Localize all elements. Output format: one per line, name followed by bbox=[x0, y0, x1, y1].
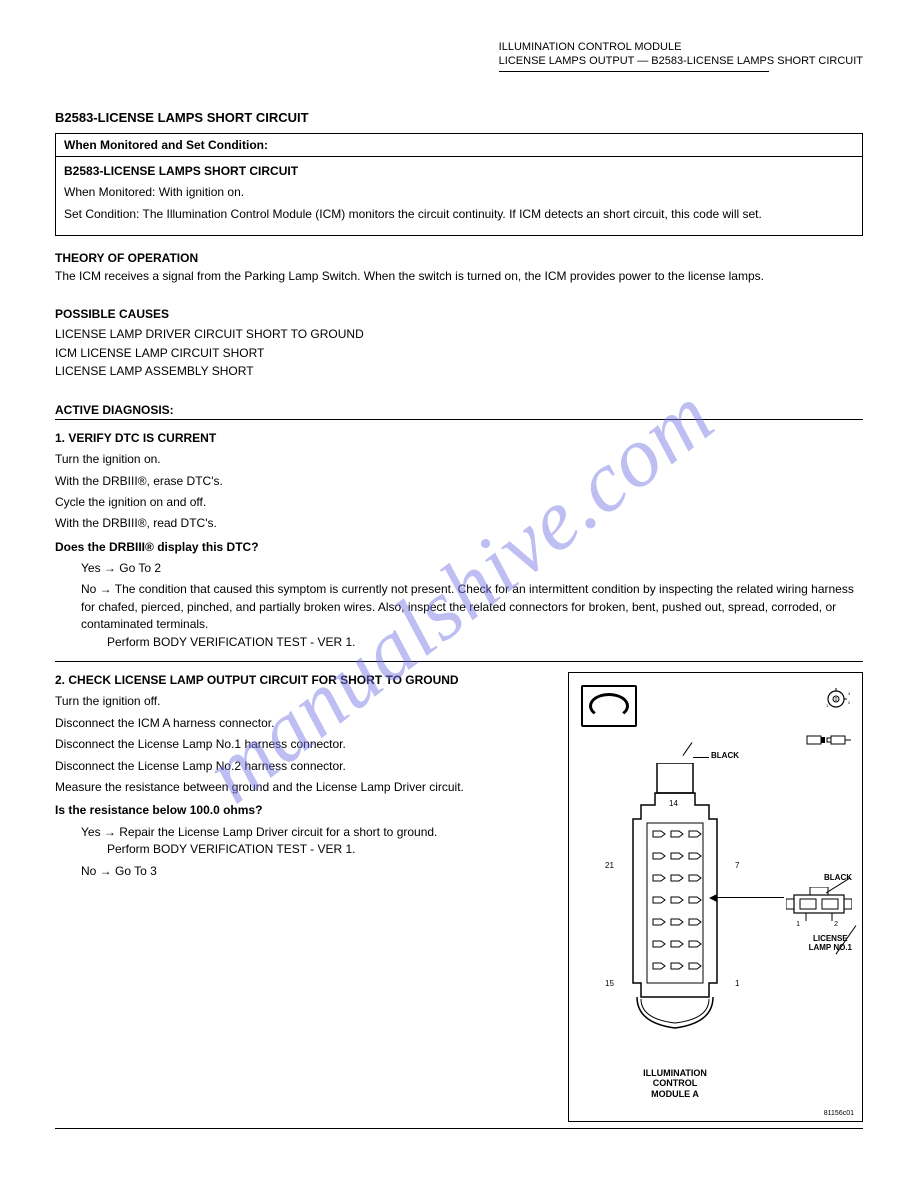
leader-line bbox=[693, 757, 709, 758]
monitored-name: B2583-LICENSE LAMPS SHORT CIRCUIT bbox=[64, 163, 854, 180]
test2-title: CHECK LICENSE LAMP OUTPUT CIRCUIT FOR SH… bbox=[68, 673, 458, 687]
svg-text:1: 1 bbox=[826, 703, 829, 708]
header-line-1: ILLUMINATION CONTROL MODULE bbox=[499, 40, 863, 54]
test2-step: Disconnect the License Lamp No.2 harness… bbox=[55, 758, 550, 775]
test1-no2: Perform BODY VERIFICATION TEST - VER 1. bbox=[55, 634, 863, 651]
test1-yes: Yes → Go To 2 bbox=[55, 560, 863, 577]
test2-step: Measure the resistance between ground an… bbox=[55, 779, 550, 796]
svg-text:0: 0 bbox=[835, 697, 838, 703]
test1-title: VERIFY DTC IS CURRENT bbox=[68, 431, 216, 445]
test2-number: 2. bbox=[55, 673, 65, 687]
test2-step: Turn the ignition off. bbox=[55, 693, 550, 710]
test2-yes1: Yes → Repair the License Lamp Driver cir… bbox=[55, 824, 550, 841]
module-label: ILLUMINATIONCONTROLMODULE A bbox=[625, 1068, 725, 1099]
probe-arrow-icon bbox=[709, 894, 717, 902]
cause-item: LICENSE LAMP DRIVER CIRCUIT SHORT TO GRO… bbox=[55, 325, 863, 344]
monitored-box: When Monitored and Set Condition: B2583-… bbox=[55, 133, 863, 236]
pin-label-14: 14 bbox=[669, 799, 678, 808]
figure-code: 81156c01 bbox=[824, 1110, 854, 1117]
test1-step: Turn the ignition on. bbox=[55, 451, 863, 468]
svg-text:3: 3 bbox=[848, 691, 850, 696]
pin-label-7: 7 bbox=[735, 861, 739, 870]
monitored-header: When Monitored and Set Condition: bbox=[56, 134, 862, 157]
pin-label-21: 21 bbox=[605, 861, 614, 870]
key-position-icon: 0 3 2 1 bbox=[822, 687, 850, 711]
test1-step: Cycle the ignition on and off. bbox=[55, 494, 863, 511]
test-2-row: 2. CHECK LICENSE LAMP OUTPUT CIRCUIT FOR… bbox=[55, 672, 863, 1122]
pin-label-small-1: 1 bbox=[796, 921, 800, 928]
test1-question: Does the DRBIII® display this DTC? bbox=[55, 539, 863, 556]
symptom-title: B2583-LICENSE LAMPS SHORT CIRCUIT bbox=[55, 110, 863, 125]
page-header: ILLUMINATION CONTROL MODULE LICENSE LAMP… bbox=[499, 40, 863, 72]
license-lamp-label: LICENSELAMP NO.1 bbox=[809, 935, 852, 953]
test2-no: No → Go To 3 bbox=[55, 863, 550, 880]
monitored-set: Set Condition: The Illumination Control … bbox=[64, 206, 854, 223]
theory-label: THEORY OF OPERATION bbox=[55, 250, 863, 267]
header-underline bbox=[499, 71, 769, 72]
test2-step: Disconnect the ICM A harness connector. bbox=[55, 715, 550, 732]
leader-line bbox=[683, 742, 693, 756]
black-label-1: BLACK bbox=[711, 751, 739, 760]
test2-question: Is the resistance below 100.0 ohms? bbox=[55, 802, 550, 819]
bottom-rule bbox=[55, 1128, 863, 1129]
test-1-row: 1. VERIFY DTC IS CURRENT Turn the igniti… bbox=[55, 430, 863, 651]
test1-number: 1. bbox=[55, 431, 65, 445]
pin-label-1: 1 bbox=[735, 979, 739, 988]
test2-yes2: Perform BODY VERIFICATION TEST - VER 1. bbox=[55, 841, 550, 858]
test2-step: Disconnect the License Lamp No.1 harness… bbox=[55, 736, 550, 753]
disconnect-icon bbox=[806, 731, 852, 749]
theory-text: The ICM receives a signal from the Parki… bbox=[55, 268, 863, 285]
probe-line bbox=[714, 897, 784, 898]
test1-step: With the DRBIII®, read DTC's. bbox=[55, 515, 863, 532]
cause-item: ICM LICENSE LAMP CIRCUIT SHORT bbox=[55, 344, 863, 363]
connector-figure: 0321 BLACK bbox=[568, 672, 863, 1122]
header-line-2: LICENSE LAMPS OUTPUT — B2583-LICENSE LAM… bbox=[499, 54, 863, 68]
pin-label-15: 15 bbox=[605, 979, 614, 988]
icm-connector-icon bbox=[617, 763, 733, 1063]
cause-item: LICENSE LAMP ASSEMBLY SHORT bbox=[55, 362, 863, 381]
test-separator bbox=[55, 661, 863, 662]
ohm-meter-icon bbox=[581, 685, 637, 727]
diagnosis-rule bbox=[55, 419, 863, 420]
test1-no1: No → The condition that caused this symp… bbox=[55, 581, 863, 633]
test1-step: With the DRBIII®, erase DTC's. bbox=[55, 473, 863, 490]
monitored-when: When Monitored: With ignition on. bbox=[64, 184, 854, 201]
causes-label: POSSIBLE CAUSES bbox=[55, 307, 863, 321]
svg-text:2: 2 bbox=[848, 700, 850, 705]
diagnosis-label: ACTIVE DIAGNOSIS: bbox=[55, 403, 863, 417]
pin-label-small-2: 2 bbox=[834, 921, 838, 928]
